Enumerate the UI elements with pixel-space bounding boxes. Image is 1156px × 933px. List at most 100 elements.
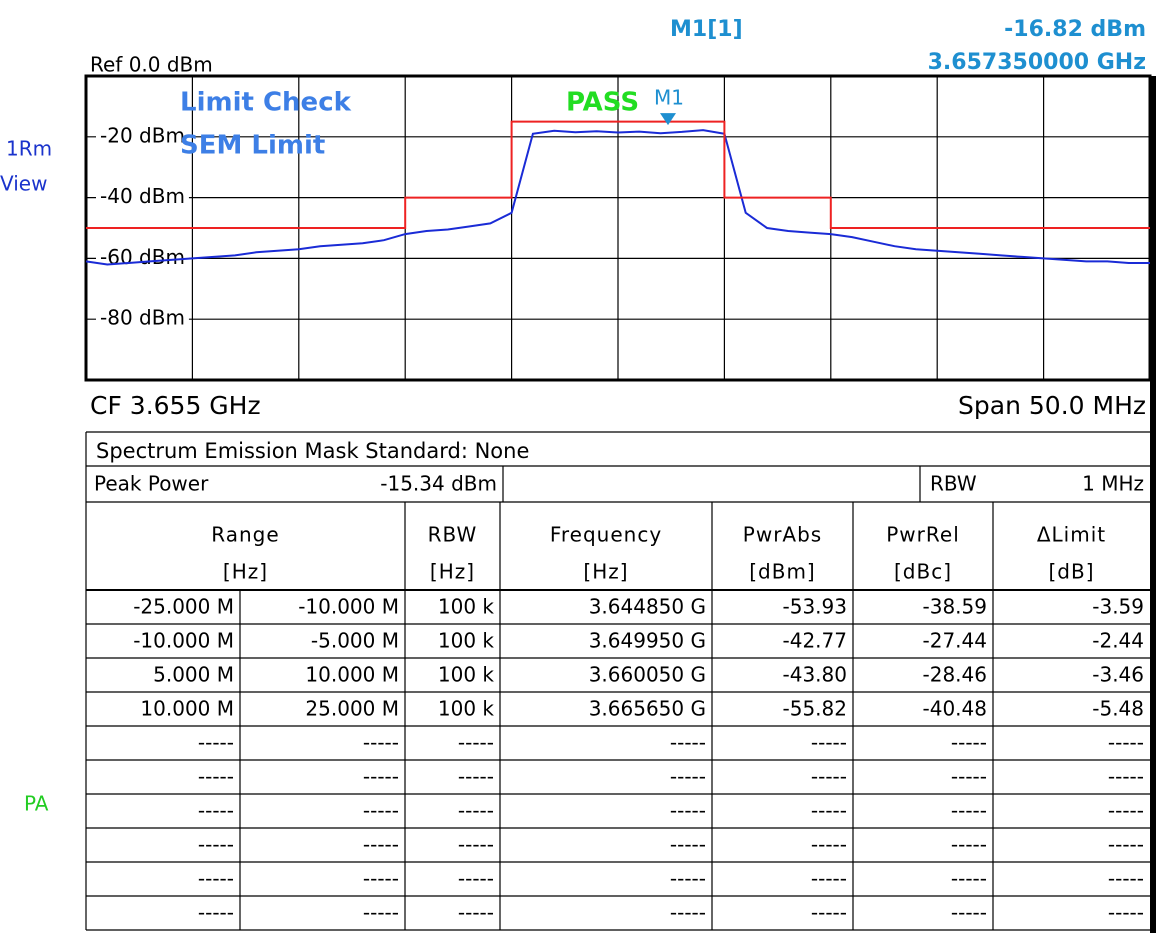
trace-line [85,129,1150,266]
table-cell: -25.000 M [133,595,234,619]
table-cell: -40.48 [923,697,987,721]
table-cell: ----- [363,833,399,857]
table-cell: -3.46 [1092,663,1144,687]
table-cell: -3.59 [1092,595,1144,619]
table-cell: ----- [951,731,987,755]
table-cell: ----- [1108,901,1144,925]
header-cell: RBW [428,523,478,547]
table-cell: ----- [363,799,399,823]
table-cell: 10.000 M [305,663,399,687]
table-cell: -28.46 [923,663,987,687]
ref-level: Ref 0.0 dBm [90,53,213,77]
y-tick-label: -40 dBm [100,184,185,208]
table-cell: -53.93 [783,595,847,619]
table-cell: ----- [951,867,987,891]
table-cell: ----- [1108,765,1144,789]
tick-label-bg [96,307,189,332]
tick-label-bg [96,246,189,271]
summary-cell: 1 MHz [1082,472,1144,496]
marker-freq: 3.657350000 GHz [928,50,1146,75]
table-cell: ----- [811,901,847,925]
table-cell: ----- [198,833,234,857]
view-label: View [0,172,47,196]
table-cell: ----- [1108,833,1144,857]
header-cell: [Hz] [583,560,628,584]
table-cell: ----- [670,765,706,789]
marker-level: -16.82 dBm [1004,17,1146,42]
table-cell: ----- [1108,731,1144,755]
table-cell: ----- [363,867,399,891]
marker-name: M1[1] [670,17,743,42]
table-cell: 100 k [438,595,495,619]
summary-cell: -15.34 dBm [380,472,497,496]
table-cell: ----- [670,799,706,823]
tick-label-bg [96,185,189,210]
table-cell: 25.000 M [305,697,399,721]
span: Span 50.0 MHz [958,391,1146,420]
table-cell: ----- [458,731,494,755]
table-cell: ----- [670,901,706,925]
table-cell: ----- [1108,867,1144,891]
table-cell: ----- [198,901,234,925]
table-cell: ----- [811,799,847,823]
table-cell: ----- [811,765,847,789]
header-cell: [dBm] [749,560,816,584]
table-cell: 3.660050 G [589,663,706,687]
table-cell: 100 k [438,629,495,653]
table-cell: -43.80 [783,663,847,687]
table-cell: ----- [951,799,987,823]
table-cell: 5.000 M [153,663,234,687]
header-cell: PwrAbs [743,523,822,547]
tick-label-bg [96,124,189,149]
table-cell: ----- [811,867,847,891]
table-cell: -38.59 [923,595,987,619]
table-cell: 3.665650 G [589,697,706,721]
table-cell: ----- [670,731,706,755]
header-cell: ΔLimit [1037,523,1106,547]
header-cell: Range [211,523,279,547]
trace-label: 1Rm [6,137,52,161]
table-cell: 100 k [438,663,495,687]
limit-check: Limit Check [180,88,352,118]
table-cell: ----- [951,901,987,925]
y-tick-label: -80 dBm [100,306,185,330]
marker [660,113,677,126]
table-cell: ----- [458,833,494,857]
table-cell: ----- [670,833,706,857]
table-cell: ----- [811,833,847,857]
table-cell: 3.649950 G [589,629,706,653]
table-cell: ----- [458,765,494,789]
header-cell: [dBc] [894,560,952,584]
table-cell: ----- [458,901,494,925]
table-cell: ----- [363,731,399,755]
table-cell: -10.000 M [133,629,234,653]
pass-result: PASS [566,88,639,118]
y-tick-label: -20 dBm [100,123,185,147]
table-cell: ----- [458,867,494,891]
table-cell: ----- [363,765,399,789]
header-cell: PwrRel [886,523,960,547]
table-cell: 3.644850 G [589,595,706,619]
table-cell: -2.44 [1092,629,1144,653]
table-cell: -10.000 M [298,595,399,619]
summary-cell: Peak Power [94,472,209,496]
summary-cell: RBW [930,472,977,496]
plot: -20 dBm -40 dBm -60 dBm -80 dBm Limit Check S… [84,74,1152,420]
table-cell: ----- [458,799,494,823]
table-cell: ----- [198,799,234,823]
header-cell: [Hz] [430,560,475,584]
table-cell: ----- [363,901,399,925]
table-cell: -27.44 [923,629,987,653]
table: Spectrum Emission Mask Standard: None Pea… [85,431,1150,931]
table-cell: ----- [670,867,706,891]
right-border [1150,76,1156,933]
limit-name: SEM Limit [180,131,325,161]
table-cell: ----- [1108,799,1144,823]
table-cell: ----- [198,765,234,789]
marker-label: M1 [654,86,684,110]
table-cell: -42.77 [783,629,847,653]
pa-label: PA [24,792,49,816]
table-cell: 10.000 M [140,697,234,721]
table-title: Spectrum Emission Mask Standard: None [96,439,529,463]
